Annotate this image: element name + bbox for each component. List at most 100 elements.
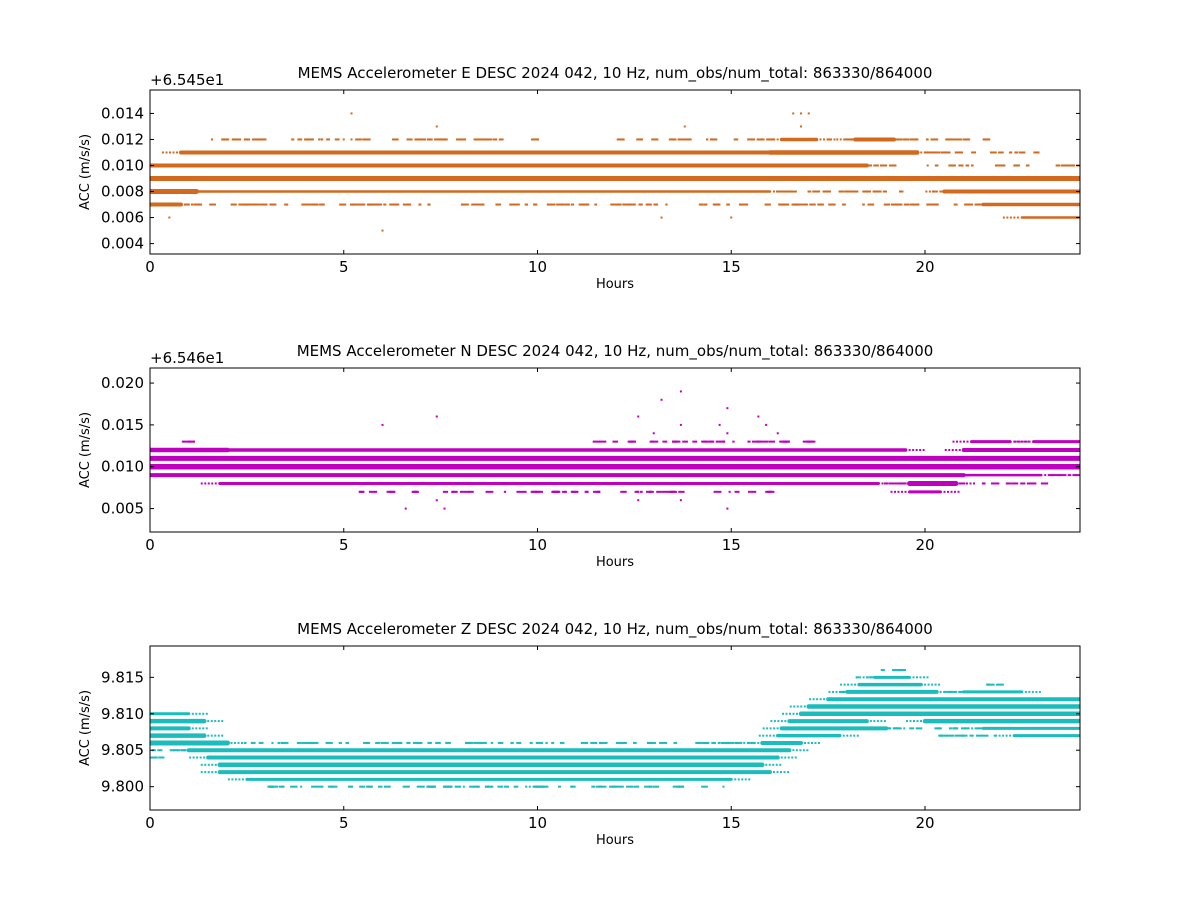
sample-mark	[974, 727, 977, 730]
data-point	[168, 216, 171, 219]
data-point	[807, 112, 810, 115]
sample-mark	[241, 741, 243, 744]
sample-mark	[883, 720, 886, 723]
data-point	[435, 499, 438, 502]
sample-mark	[765, 151, 767, 154]
sample-mark	[1090, 698, 1092, 700]
data-point	[300, 785, 303, 788]
sample-mark	[590, 741, 598, 744]
sample-mark	[1011, 482, 1016, 485]
sample-mark	[250, 741, 256, 744]
sample-mark	[993, 734, 996, 737]
sample-mark	[392, 203, 400, 206]
sample-mark	[838, 190, 844, 193]
sample-mark	[541, 741, 544, 744]
sample-mark	[291, 138, 295, 141]
sample-mark	[1087, 217, 1089, 219]
sample-mark	[971, 151, 975, 154]
sample-mark	[779, 763, 782, 766]
sample-mark	[1033, 151, 1040, 154]
sample-mark	[748, 741, 751, 744]
sample-mark	[397, 741, 403, 744]
sample-mark	[773, 720, 776, 723]
sample-mark	[1005, 734, 1008, 737]
sample-mark	[762, 734, 765, 737]
sample-mark	[1094, 457, 1096, 459]
subplot-0: 0 5 10 15 20 0.004 0.006 0.008 0.010 0.012 0.014 ME…	[78, 64, 1099, 292]
y-tick-label: 9.815	[101, 668, 144, 686]
sample-mark	[762, 727, 765, 730]
sample-mark	[495, 203, 501, 206]
sample-mark	[196, 756, 199, 759]
sample-mark	[926, 164, 929, 167]
sample-mark	[1049, 474, 1056, 477]
sample-mark	[814, 138, 817, 141]
sample-mark	[1097, 457, 1099, 459]
sample-mark	[1087, 441, 1089, 443]
sample-mark	[1087, 204, 1089, 206]
sample-mark	[867, 203, 875, 206]
sample-mark	[751, 151, 753, 154]
sample-mark	[1090, 727, 1092, 729]
sample-mark	[1094, 705, 1096, 707]
sample-mark	[648, 785, 653, 788]
sample-mark	[934, 164, 939, 167]
x-tick-label: 10	[528, 536, 547, 554]
sample-mark	[321, 203, 325, 206]
sample-mark	[207, 771, 210, 774]
sample-mark	[270, 785, 274, 788]
sample-mark	[498, 138, 504, 141]
data-point	[726, 507, 729, 510]
sample-mark	[644, 785, 648, 788]
sample-mark	[548, 203, 552, 206]
sample-mark	[726, 203, 730, 206]
sample-mark	[938, 683, 941, 686]
sample-mark	[222, 449, 225, 451]
sample-mark	[794, 756, 797, 759]
sample-mark	[626, 785, 634, 788]
sample-mark	[958, 474, 961, 477]
sample-mark	[893, 138, 899, 141]
sample-mark	[653, 203, 659, 206]
sample-mark	[1018, 440, 1020, 443]
sample-mark	[215, 449, 218, 451]
sample-mark	[924, 683, 927, 686]
sample-mark	[996, 683, 1004, 686]
sample-mark	[792, 749, 795, 752]
sample-mark	[145, 474, 147, 476]
sample-mark	[177, 749, 180, 752]
sample-mark	[320, 138, 324, 141]
sample-mark	[238, 778, 241, 781]
sample-mark	[948, 449, 951, 451]
sample-mark	[473, 785, 480, 788]
sample-mark	[442, 490, 449, 493]
sample-mark	[1083, 441, 1085, 443]
sample-mark	[787, 771, 789, 774]
sample-mark	[922, 449, 925, 451]
data-point	[381, 229, 384, 232]
sample-mark	[802, 749, 805, 752]
data-point	[722, 785, 725, 788]
sample-mark	[651, 138, 659, 141]
sample-mark	[211, 482, 214, 485]
sample-mark	[1087, 466, 1089, 468]
sample-mark	[773, 771, 775, 774]
sample-mark	[958, 164, 964, 167]
sample-mark	[994, 164, 999, 167]
sample-mark	[812, 190, 821, 193]
sample-mark	[376, 203, 383, 206]
data-point	[350, 112, 353, 115]
sample-mark	[214, 771, 217, 774]
sample-mark	[552, 490, 556, 493]
sample-mark	[645, 203, 652, 206]
sample-mark	[784, 720, 787, 723]
sample-mark	[764, 203, 771, 206]
sample-mark	[465, 741, 469, 744]
sample-mark	[359, 785, 366, 788]
sample-mark	[372, 490, 375, 493]
sample-mark	[903, 203, 910, 206]
sample-mark	[1094, 178, 1096, 180]
sample-mark	[1097, 204, 1099, 206]
sample-mark	[435, 741, 441, 744]
sample-mark	[955, 474, 958, 477]
